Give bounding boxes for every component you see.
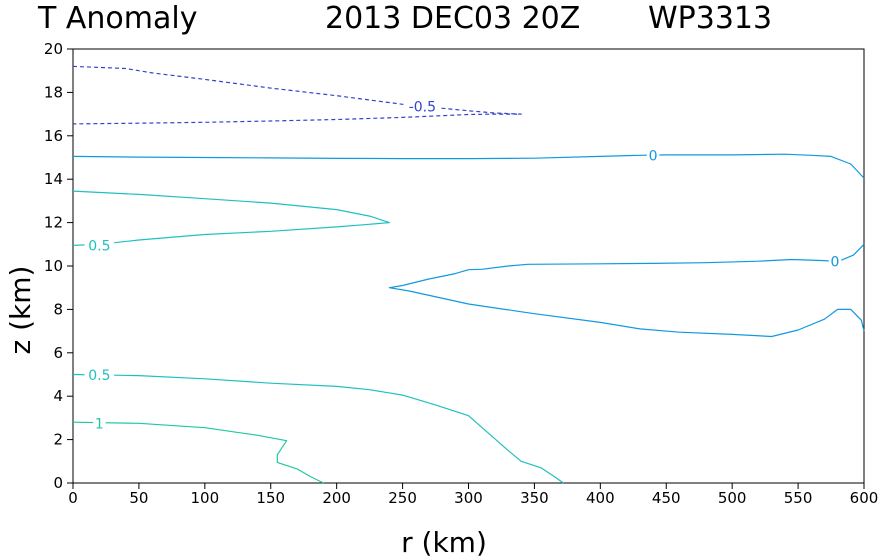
y-tick-label: 6 xyxy=(53,344,63,362)
y-axis-ticks: 0 2 4 6 8 10 12 14 16 18 20 xyxy=(44,40,73,492)
x-tick-label: 0 xyxy=(68,489,78,507)
chart-title: T Anomaly xyxy=(37,1,197,36)
y-tick-label: 8 xyxy=(53,300,63,318)
x-tick-label: 450 xyxy=(652,489,681,507)
x-axis-ticks: 0 50 100 150 200 250 300 350 400 450 500 550 600 xyxy=(68,483,878,507)
y-tick-label: 20 xyxy=(44,40,63,58)
contour-label: 1 xyxy=(95,416,104,432)
x-tick-label: 250 xyxy=(388,489,417,507)
contour-label-background xyxy=(828,252,842,269)
contour-lines xyxy=(72,65,865,484)
y-tick-label: 14 xyxy=(44,170,63,188)
contour-label-background xyxy=(403,97,442,114)
contour-label-background xyxy=(84,236,115,253)
x-tick-label: 150 xyxy=(256,489,285,507)
x-tick-label: 400 xyxy=(586,489,615,507)
contour-label-background xyxy=(93,414,106,431)
contour-line-zero xyxy=(388,243,865,338)
y-tick-label: 4 xyxy=(53,387,63,405)
contour-labels: -0.5 0 0 0.5 0.5 1 xyxy=(84,97,842,432)
x-tick-label: 600 xyxy=(850,489,879,507)
plot-frame xyxy=(72,48,865,484)
x-axis-title: r (km) xyxy=(401,526,487,559)
contour-label: 0 xyxy=(831,255,840,271)
y-axis-title: z (km) xyxy=(4,266,37,355)
y-tick-label: 2 xyxy=(53,431,63,449)
x-tick-label: 50 xyxy=(129,489,148,507)
x-tick-label: 300 xyxy=(454,489,483,507)
contour-line-strong-positive xyxy=(72,421,324,484)
y-tick-label: 12 xyxy=(44,214,63,232)
x-tick-label: 100 xyxy=(191,489,220,507)
x-tick-label: 200 xyxy=(322,489,351,507)
contour-line-positive xyxy=(72,373,564,484)
x-tick-label: 550 xyxy=(784,489,813,507)
contour-line-zero xyxy=(72,153,865,179)
contour-label: 0.5 xyxy=(88,238,110,254)
x-tick-label: 500 xyxy=(718,489,747,507)
chart-datetime: 2013 DEC03 20Z xyxy=(325,1,580,36)
contour-label: -0.5 xyxy=(409,100,436,116)
contour-label: 0.5 xyxy=(88,368,110,384)
chart-storm-id: WP3313 xyxy=(648,1,772,36)
contour-line-positive xyxy=(72,190,390,246)
contour-label: 0 xyxy=(649,148,658,164)
y-tick-label: 0 xyxy=(53,474,63,492)
y-tick-label: 16 xyxy=(44,127,63,145)
contour-label-background xyxy=(646,146,660,163)
contour-label-background xyxy=(84,365,115,382)
x-tick-label: 350 xyxy=(520,489,549,507)
y-tick-label: 18 xyxy=(44,83,63,101)
y-tick-label: 10 xyxy=(44,257,63,275)
